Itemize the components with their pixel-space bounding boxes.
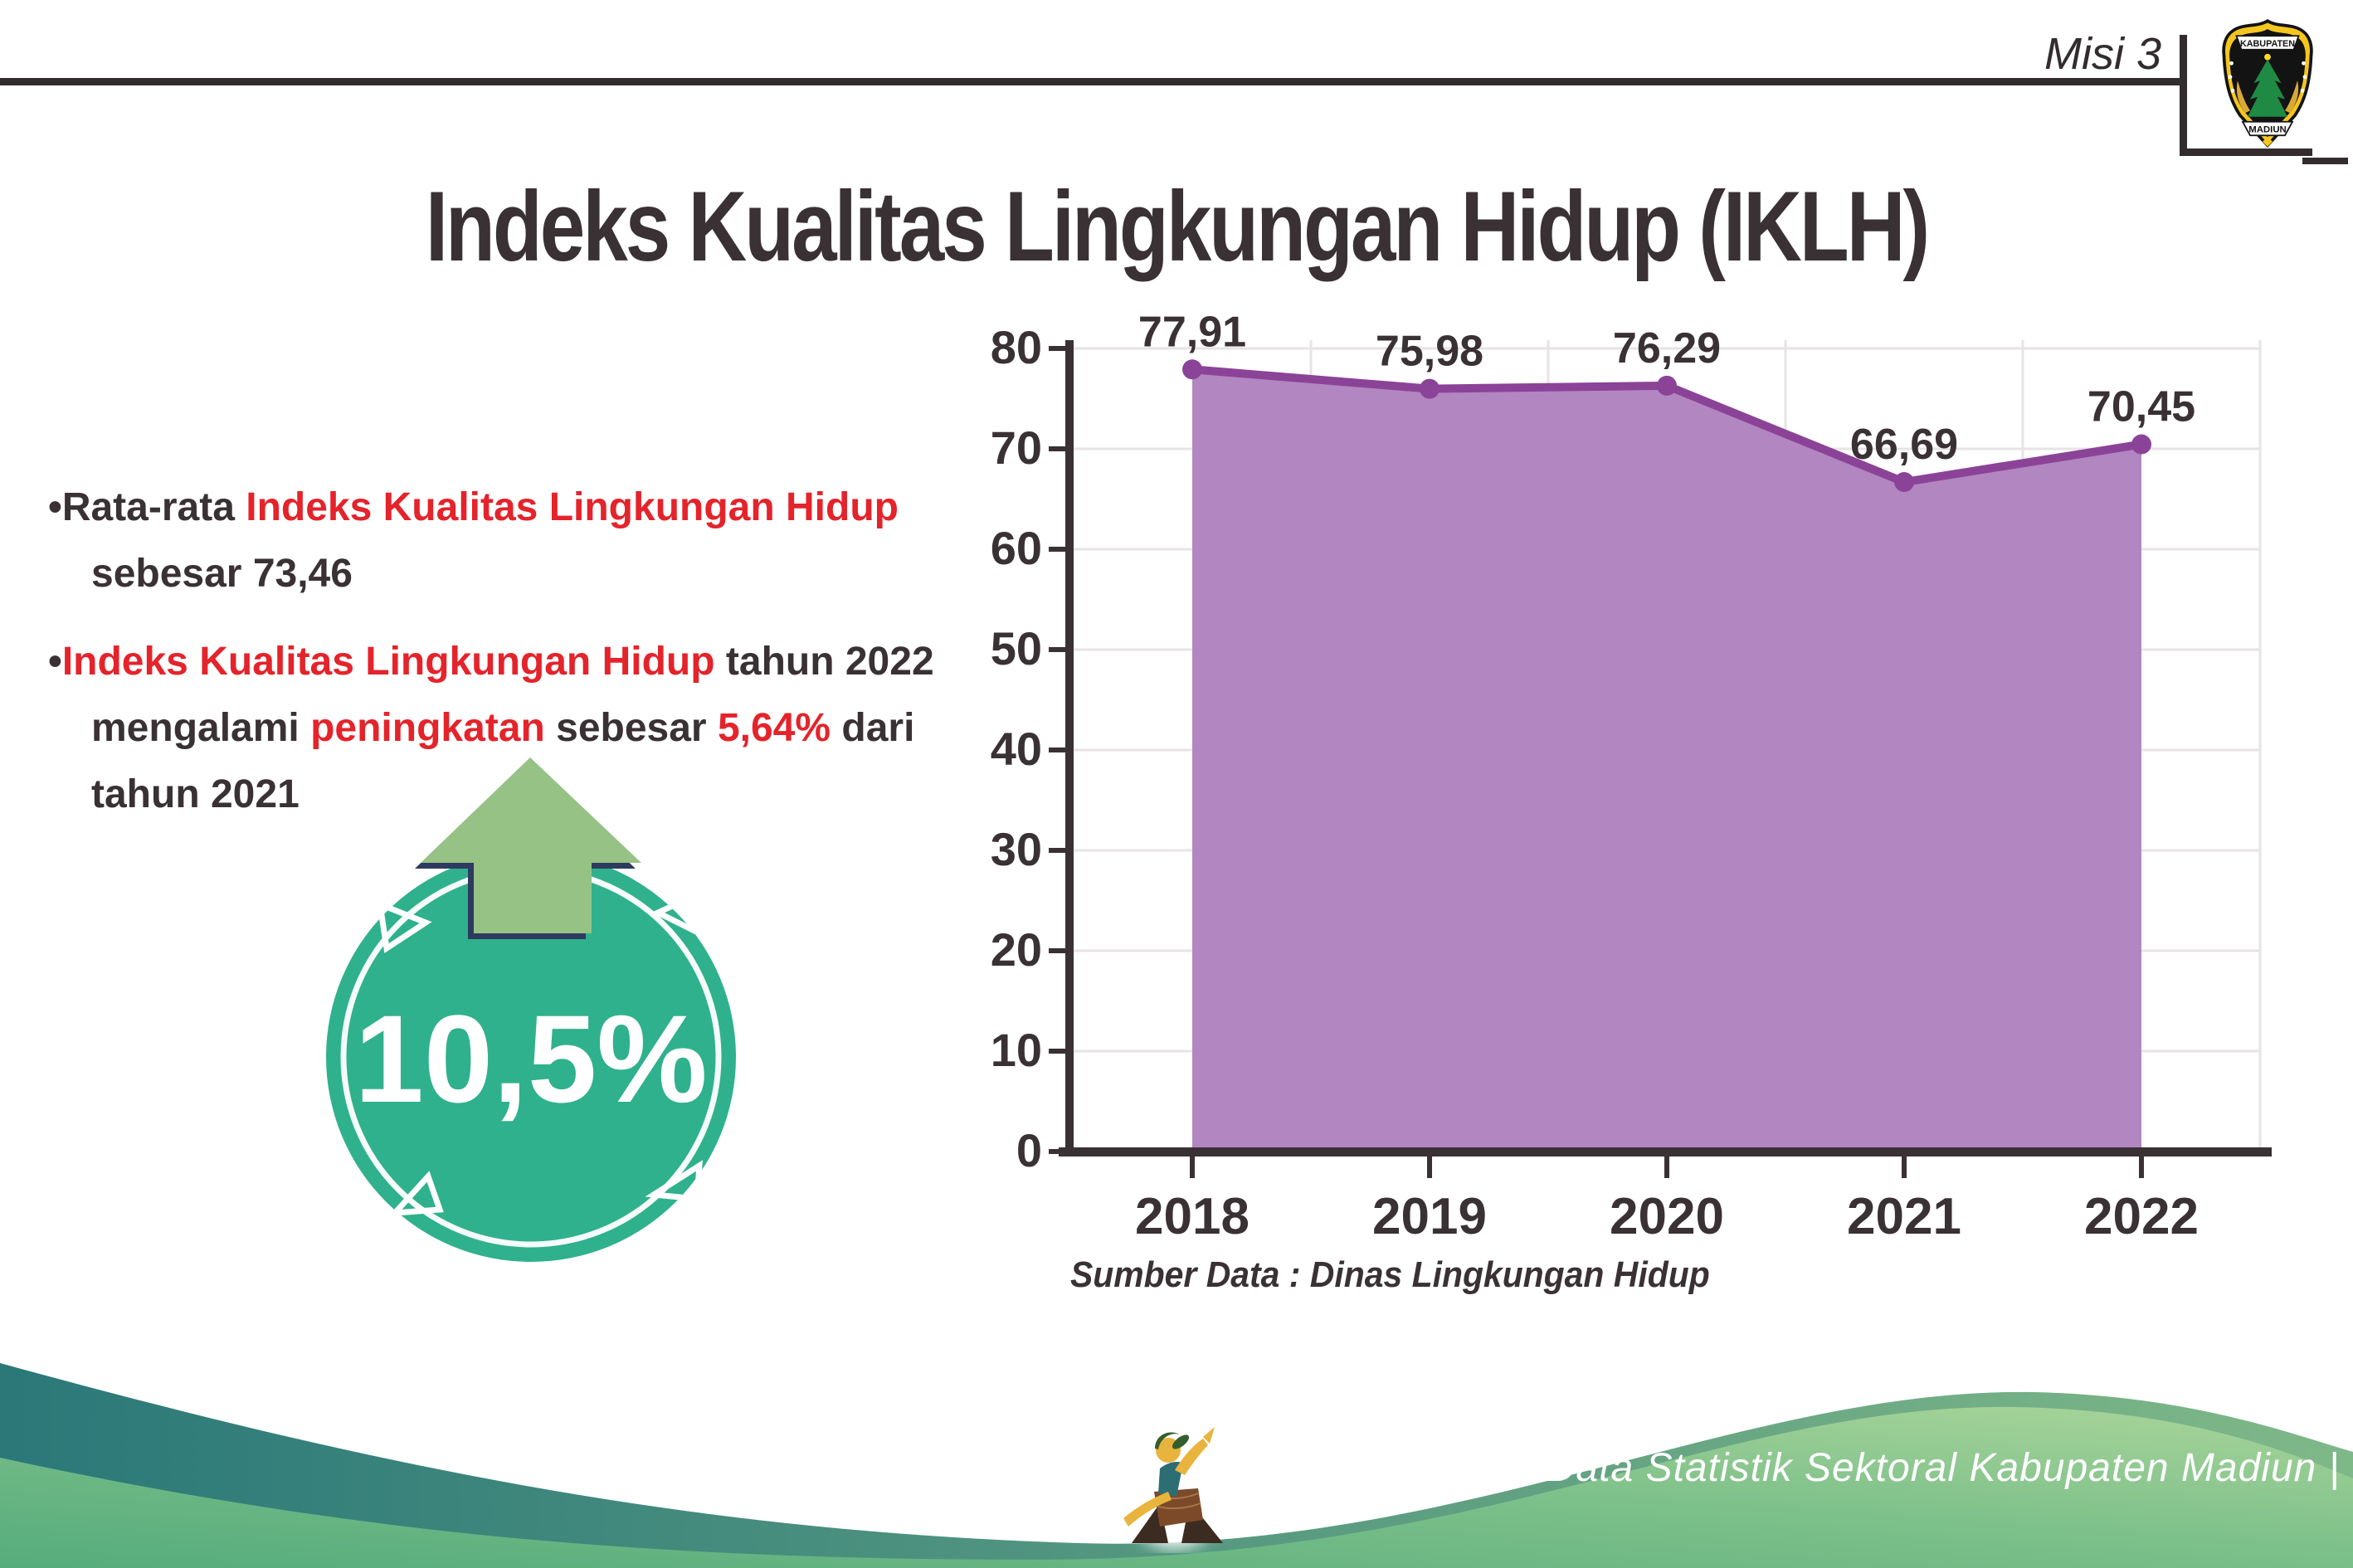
y-tick-label: 50	[991, 622, 1042, 674]
y-tick-label: 30	[991, 823, 1042, 875]
highlights-block: •Rata-rata Indeks Kualitas Lingkungan Hi…	[48, 475, 961, 850]
bullet2-text-a: mengalami	[91, 706, 311, 750]
y-tick-label: 80	[991, 321, 1042, 373]
badge-spark-nw	[376, 899, 432, 953]
up-arrow-icon	[421, 757, 641, 933]
data-point-label: 66,69	[1850, 421, 1958, 469]
bullet-glyph: •	[48, 485, 62, 529]
bullet-glyph: •	[48, 640, 62, 684]
badge-spark-se	[645, 1160, 704, 1202]
bullet-iklh-increase: •Indeks Kualitas Lingkungan Hidup tahun …	[48, 629, 961, 828]
y-tick-label: 60	[991, 522, 1042, 574]
badge-spark-sw	[387, 1171, 444, 1217]
bullet2-text-c: sebesar	[544, 706, 718, 750]
x-category-label: 2021	[1847, 1188, 1961, 1245]
badge-circle	[326, 852, 736, 1262]
x-category-label: 2022	[2084, 1188, 2199, 1245]
logo-frame-vertical-line	[2180, 35, 2187, 156]
data-point	[1182, 359, 1202, 380]
bullet2-year-text: tahun 2021	[91, 772, 300, 816]
iklh-area-chart: 0 10 20 30 40 50 60 70 80 2018 2019 2020 2021 2022 77,…	[979, 303, 2307, 1332]
chart-canvas: 0 10 20 30 40 50 60 70 80 2018 2019 2020 2021 2022 77,…	[991, 308, 2272, 1245]
logo-frame-horizontal-line	[2180, 149, 2312, 156]
area-fill	[1192, 369, 2141, 1152]
dancer-mascot-icon	[1117, 1420, 1233, 1553]
bullet2-line3: tahun 2021	[48, 762, 961, 828]
page-title: Indeks Kualitas Lingkungan Hidup (IKLH)	[425, 169, 1930, 282]
y-tick-label: 20	[991, 923, 1042, 976]
increase-badge: 10,5%	[322, 747, 741, 1271]
x-axis-line	[1059, 1147, 2272, 1157]
data-point-label: 77,91	[1138, 308, 1246, 356]
header-rule	[0, 78, 2182, 85]
x-category-label: 2020	[1610, 1188, 1724, 1245]
x-category-label: 2018	[1135, 1188, 1250, 1245]
y-tick-label: 70	[991, 421, 1042, 474]
bullet2-text-peningkatan: peningkatan	[310, 706, 545, 750]
bullet-average-iklh: •Rata-rata Indeks Kualitas Lingkungan Hi…	[48, 475, 961, 607]
data-point	[1420, 378, 1440, 399]
bullet1-highlight-text: Indeks Kualitas Lingkungan Hidup	[246, 485, 899, 529]
bullet1-value-text: sebesar 73,46	[91, 552, 353, 596]
logo-shield-icon: KABUPATEN MADIUN	[2222, 19, 2313, 149]
bullet2-line2: mengalami peningkatan sebesar 5,64% dari	[48, 695, 961, 762]
y-tick-label: 40	[991, 723, 1042, 775]
data-point-label: 76,29	[1613, 324, 1721, 373]
data-point	[1894, 472, 1914, 493]
footer-wave-graphic	[0, 1363, 2353, 1568]
bullet1-lead-text: Rata-rata	[61, 485, 246, 529]
bullet2-highlight-text: Indeks Kualitas Lingkungan Hidup	[61, 640, 715, 684]
y-tick-label: 10	[991, 1024, 1042, 1076]
data-point-label: 70,45	[2087, 383, 2195, 431]
bullet2-line1: •Indeks Kualitas Lingkungan Hidup tahun …	[48, 629, 961, 695]
increase-badge-graphic: 10,5%	[326, 757, 736, 1262]
footer-front-wave	[0, 1406, 2353, 1568]
logo-bottom-banner-text: MADIUN	[2248, 125, 2287, 135]
chart-source-note: Sumber Data : Dinas Lingkungan Hidup	[1070, 1254, 1710, 1295]
logo-top-banner-text: KABUPATEN	[2240, 39, 2295, 49]
y-tick-label: 0	[1016, 1124, 1042, 1176]
data-point-label: 75,98	[1376, 328, 1483, 376]
bullet2-text-e: dari	[831, 706, 915, 750]
footer-caption: Media Infografis Data Statistik Sektoral…	[1238, 1446, 2341, 1490]
mission-label: Misi 3	[2044, 29, 2161, 79]
badge-spark-ne	[650, 887, 708, 938]
data-point	[2131, 434, 2151, 455]
logo-frame-step-line	[2302, 158, 2348, 164]
badge-percentage-value: 10,5%	[354, 989, 707, 1128]
bullet1-line2: sebesar 73,46	[48, 541, 961, 607]
bullet2-text-percent: 5,64%	[717, 706, 831, 750]
bullet2-tail-text: tahun 2022	[714, 640, 934, 684]
data-point	[1657, 375, 1677, 396]
kabupaten-madiun-logo-icon: KABUPATEN MADIUN	[2200, 18, 2335, 149]
bullet1-line1: •Rata-rata Indeks Kualitas Lingkungan Hi…	[48, 475, 961, 541]
x-category-label: 2019	[1372, 1188, 1487, 1245]
y-axis-line	[1065, 340, 1074, 1156]
